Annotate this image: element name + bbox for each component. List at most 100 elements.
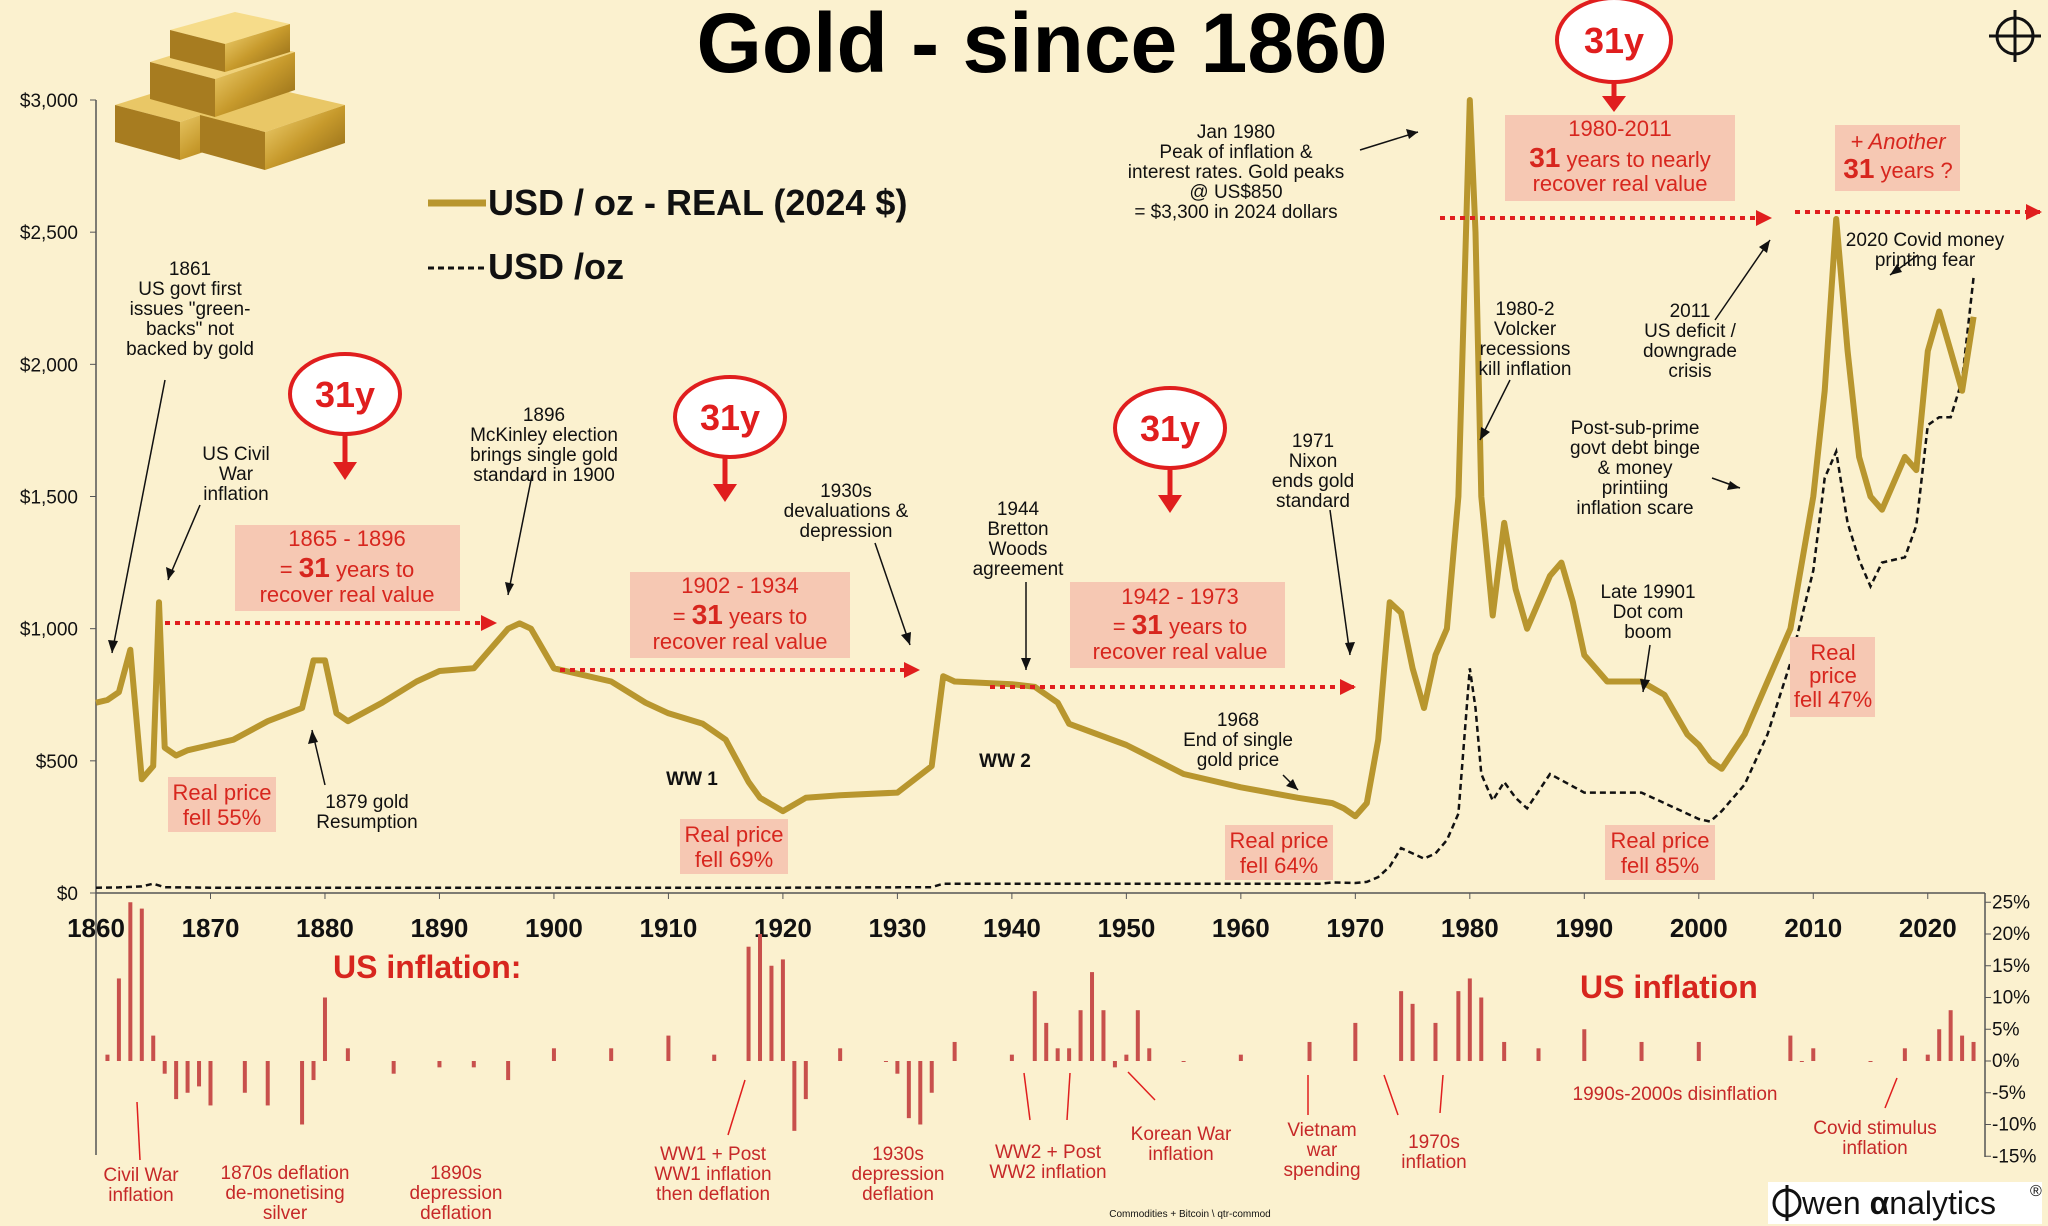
annotation-2011: 2011 US deficit / downgrade crisis bbox=[1643, 301, 1737, 382]
recovery-box-2: 1902 - 1934 = 31 years to recover real v… bbox=[630, 572, 850, 658]
recovery-box-3: 1942 - 1973 = 31 years to recover real v… bbox=[1070, 582, 1285, 668]
y-axis-ticks: $3,000 $2,500 $2,000 $1,500 $1,000 $500 $0 bbox=[20, 91, 96, 905]
source-note: Commodities + Bitcoin \ qtr-commod bbox=[1109, 1209, 1270, 1220]
box-line: recover real value bbox=[260, 582, 435, 607]
fell-line: Real bbox=[1810, 640, 1855, 665]
inflation-bars bbox=[105, 902, 1976, 1131]
inflation-bar bbox=[1502, 1041, 1507, 1061]
box-line: 1980-2011 bbox=[1568, 116, 1672, 141]
inflation-bar bbox=[666, 1035, 671, 1061]
inflation-bar bbox=[1799, 1061, 1804, 1062]
y-tick-label: $2,500 bbox=[20, 223, 78, 244]
badge-label: 31y bbox=[315, 374, 375, 415]
inflation-tick-label: -15% bbox=[1992, 1146, 2036, 1167]
inflation-bar bbox=[185, 1061, 190, 1093]
fell-line: fell 64% bbox=[1240, 853, 1318, 878]
inflation-bar bbox=[242, 1061, 247, 1093]
real-price-line bbox=[95, 97, 1977, 820]
inflation-bar bbox=[197, 1061, 202, 1087]
inflation-bar bbox=[1410, 1003, 1415, 1061]
inflation-bar bbox=[780, 959, 785, 1061]
badge-label: 31y bbox=[700, 397, 760, 438]
fell-box-1: Real price fell 55% bbox=[168, 777, 276, 832]
annotation-1879: 1879 gold Resumption bbox=[316, 792, 417, 833]
x-tick-label: 2010 bbox=[1784, 913, 1842, 943]
inflation-tick-label: -10% bbox=[1992, 1115, 2036, 1136]
inflation-bar bbox=[551, 1048, 556, 1061]
x-tick-label: 1930 bbox=[868, 913, 926, 943]
annotation-1980: Jan 1980 Peak of inflation & interest rate… bbox=[1128, 122, 1345, 223]
inflation-bar bbox=[792, 1061, 797, 1131]
inflation-bar bbox=[1067, 1048, 1072, 1061]
inflation-bar bbox=[1181, 1061, 1186, 1062]
recovery-box-5: + Another 31 years ? bbox=[1835, 125, 1960, 191]
inflation-tick-label: 5% bbox=[1992, 1019, 2020, 1040]
inflation-note-arrows bbox=[136, 1071, 1898, 1161]
fell-line: Real price bbox=[1610, 828, 1709, 853]
annotation-covid: 2020 Covid money printing fear bbox=[1846, 230, 2005, 271]
box-line: 31 years to nearly bbox=[1529, 142, 1711, 173]
inflation-bar bbox=[1238, 1054, 1243, 1061]
inflation-bar bbox=[162, 1061, 167, 1074]
inflation-notes: Civil War inflation 1870s deflation de-mone… bbox=[103, 1084, 1936, 1224]
inflation-bar bbox=[1433, 1022, 1438, 1061]
inflation-note-ww2: WW2 + Post WW2 inflation bbox=[989, 1142, 1106, 1183]
inflation-bar bbox=[139, 908, 144, 1061]
x-tick-label: 1990 bbox=[1555, 913, 1613, 943]
annotation-1968: 1968 End of single gold price bbox=[1183, 710, 1293, 771]
badge-label: 31y bbox=[1140, 408, 1200, 449]
inflation-bar bbox=[1948, 1010, 1953, 1061]
box-line: + Another bbox=[1850, 129, 1947, 154]
x-tick-label: 1950 bbox=[1097, 913, 1155, 943]
inflation-bar bbox=[1582, 1029, 1587, 1061]
inflation-title-left: US inflation: bbox=[333, 949, 521, 985]
inflation-note-1870s: 1870s deflation de-monetising silver bbox=[221, 1163, 350, 1224]
inflation-bar bbox=[1055, 1048, 1060, 1061]
fell-line: Real price bbox=[1229, 828, 1328, 853]
y-tick-label: $3,000 bbox=[20, 91, 78, 112]
inflation-bar bbox=[906, 1061, 911, 1119]
inflation-bar bbox=[1960, 1035, 1965, 1061]
inflation-bar bbox=[895, 1061, 900, 1074]
x-tick-label: 1880 bbox=[296, 913, 354, 943]
inflation-note-1890s: 1890s depression deflation bbox=[410, 1163, 503, 1224]
inflation-tick-label: -5% bbox=[1992, 1083, 2026, 1104]
inflation-bar bbox=[929, 1061, 934, 1093]
annotation-dotcom: Late 19901 Dot com boom bbox=[1600, 582, 1695, 643]
x-tick-label: 1940 bbox=[983, 913, 1041, 943]
inflation-note-civil-war: Civil War inflation bbox=[103, 1165, 179, 1206]
fell-line: price bbox=[1809, 663, 1857, 688]
inflation-bar bbox=[1788, 1035, 1793, 1061]
inflation-tick-label: 0% bbox=[1992, 1051, 2020, 1072]
inflation-bar bbox=[803, 1061, 808, 1100]
x-tick-label: 1910 bbox=[640, 913, 698, 943]
annotation-subprime: Post-sub-prime govt debt binge & money prin… bbox=[1570, 418, 1700, 519]
inflation-bar bbox=[345, 1048, 350, 1061]
inflation-tick-label: 10% bbox=[1992, 988, 2030, 1009]
inflation-bar bbox=[1044, 1022, 1049, 1061]
inflation-axis-ticks: 25% 20% 15% 10% 5% 0% -5% -10% -15% bbox=[1985, 892, 2036, 1167]
fell-line: fell 85% bbox=[1621, 853, 1699, 878]
inflation-bar bbox=[1902, 1048, 1907, 1061]
fell-box-3: Real price fell 64% bbox=[1225, 825, 1333, 880]
gold-bars-image bbox=[115, 12, 345, 170]
inflation-bar bbox=[746, 946, 751, 1061]
fell-box-2: Real price fell 69% bbox=[680, 819, 788, 874]
y-tick-label: $1,000 bbox=[20, 620, 78, 641]
recovery-arrows bbox=[165, 204, 2042, 695]
inflation-bar bbox=[1937, 1029, 1942, 1061]
fell-line: Real price bbox=[684, 822, 783, 847]
inflation-bar bbox=[311, 1061, 316, 1081]
x-tick-label: 1920 bbox=[754, 913, 812, 943]
x-tick-label: 1900 bbox=[525, 913, 583, 943]
annotations: 1861 US govt first issues "green-backs" no… bbox=[126, 122, 2005, 833]
crosshair-icon bbox=[1989, 10, 2041, 62]
legend-nominal-label: USD /oz bbox=[488, 246, 624, 287]
inflation-bar bbox=[1811, 1048, 1816, 1061]
box-line: 31 years ? bbox=[1843, 153, 1952, 184]
inflation-bar bbox=[1124, 1054, 1129, 1061]
x-axis-ticks: 1860 1870 1880 1890 1900 1910 1920 1930 1940 1950… bbox=[67, 893, 1957, 943]
inflation-bar bbox=[1307, 1041, 1312, 1061]
inflation-bar bbox=[1399, 991, 1404, 1061]
